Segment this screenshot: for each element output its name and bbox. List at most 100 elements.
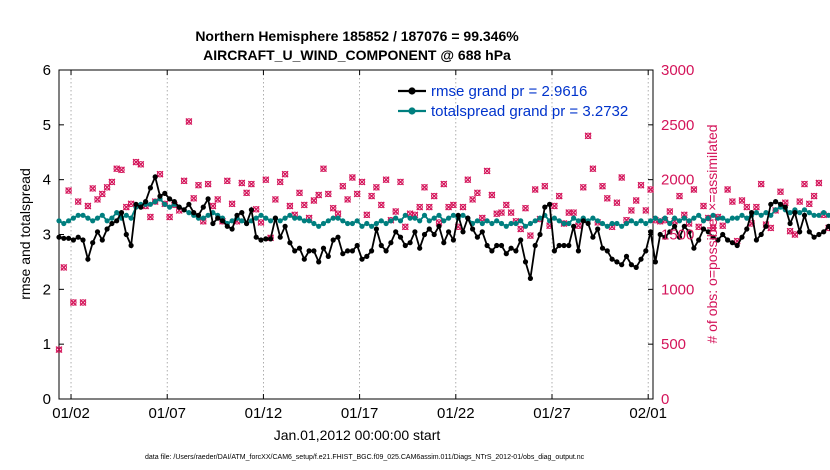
spread-point [412,215,418,221]
rmse-point [681,223,687,229]
spread-point [325,218,331,224]
rmse-point [494,242,500,249]
rmse-point [773,199,779,205]
rmse-point [465,215,471,221]
rmse-point [373,226,379,232]
obs-possible-marker [695,223,702,231]
spread-point [590,215,596,221]
obs-assimilated-marker [767,224,775,232]
rmse-point [191,210,197,216]
obs-assimilated-marker [473,189,481,197]
rmse-point [167,196,173,202]
rmse-point [595,226,601,232]
x-tick-label: 02/01 [629,405,667,422]
obs-possible-marker [339,183,346,190]
obs-possible-marker [532,186,539,193]
spread-point [345,220,351,227]
obs-assimilated-marker [252,205,260,213]
obs-assimilated-marker [440,180,448,188]
spread-point [90,218,96,224]
obs-assimilated-marker [281,170,289,178]
obs-possible-marker [738,197,746,204]
rmse-point [436,223,442,229]
rmse-point [446,229,452,235]
rmse-point [272,215,278,221]
rmse-point [700,226,707,232]
spread-point [662,215,668,221]
spread-point [734,215,740,221]
obs-possible-marker [777,188,784,195]
rmse-point [542,204,548,210]
spread-point [619,223,625,229]
obs-possible-marker [743,203,750,211]
rmse-point [782,204,788,210]
obs-possible-marker [123,203,130,211]
rmse-point [75,234,81,240]
x-tick-label: 01/27 [533,405,571,422]
y-left-tick-label: 6 [43,62,51,79]
rmse-point [547,201,553,207]
y-left-tick-label: 1 [43,336,51,353]
spread-point [446,215,452,221]
obs-assimilated-marker [483,167,491,175]
obs-possible-marker [368,192,375,200]
obs-possible-marker [75,198,82,205]
spread-point [628,218,635,224]
spread-point [354,218,360,224]
obs-possible-marker [469,196,476,203]
spread-point [604,223,610,229]
rmse-point [537,231,543,238]
obs-possible-marker [363,211,370,219]
rmse-point [152,174,158,180]
rmse-point [118,210,125,216]
obs-possible-marker [224,177,231,185]
obs-assimilated-marker [541,182,549,190]
rmse-point [556,242,562,249]
spread-point [369,223,375,229]
obs-possible-marker [719,222,726,229]
rmse-point [335,234,341,240]
obs-assimilated-marker [156,170,164,178]
spread-point [527,220,534,227]
rmse-point [320,245,327,251]
rmse-point [715,237,721,243]
obs-possible-marker [257,219,265,226]
spread-point [503,223,509,229]
obs-assimilated-marker [488,191,496,199]
spread-point [311,220,317,227]
rmse-point [676,234,683,240]
spread-point [537,215,543,221]
spread-point [340,218,346,224]
obs-possible-marker [584,132,592,140]
rmse-point [219,218,226,224]
rmse-point [489,248,495,254]
rmse-point [407,240,413,246]
obs-assimilated-marker [724,186,732,193]
rmse-point [258,237,264,243]
rmse-point [282,223,288,229]
obs-assimilated-marker [108,178,116,186]
rmse-point [460,229,466,235]
spread-point [268,218,274,224]
rmse-point [412,229,418,235]
rmse-point [397,234,404,240]
obs-possible-marker [517,225,524,233]
rmse-point [696,237,702,243]
obs-assimilated-marker [60,263,68,271]
rmse-point [619,262,625,268]
spread-point [402,212,408,218]
obs-assimilated-marker [531,186,539,193]
spread-point [167,204,173,210]
spread-point [162,201,168,207]
obs-possible-marker [344,196,351,203]
rmse-point [354,242,360,249]
obs-assimilated-marker [228,200,236,208]
spread-point [498,220,505,227]
obs-possible-marker [103,184,111,191]
y-right-ticks: 0 500 1000 1500 2000 2500 3000 [648,62,694,408]
x-tick-label: 01/12 [245,405,283,422]
rmse-point [210,220,216,227]
spread-point [330,215,336,221]
legend: rmse grand pr = 2.9616 totalspread grand… [398,83,628,120]
obs-assimilated-marker [430,192,438,200]
